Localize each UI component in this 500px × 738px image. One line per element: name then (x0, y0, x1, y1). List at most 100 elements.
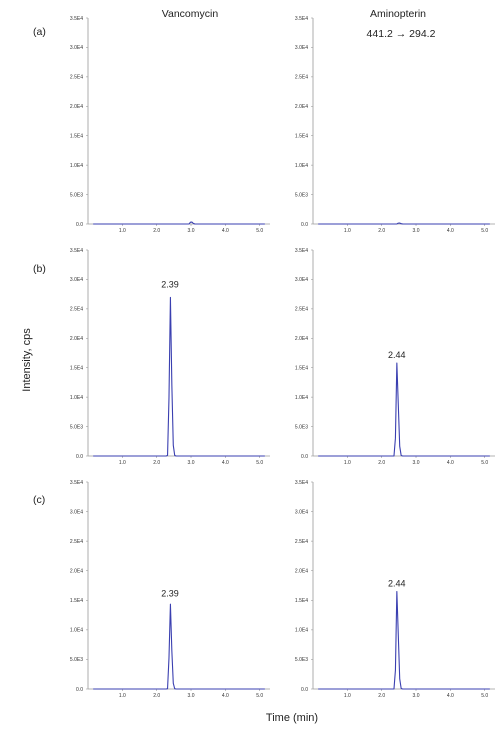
trace-line (318, 362, 490, 457)
y-tick-label: 0.0 (301, 222, 308, 228)
y-tick-label: 0.0 (301, 454, 308, 460)
trace-line (93, 221, 265, 225)
row-label-a: (a) (33, 26, 46, 38)
x-tick-label: 2.0 (153, 228, 160, 234)
panel-c-aminopterin: 0.0 5.0E3 1.0E4 1.5E4 2.0E4 2.5E4 3.0E4 3.5E4 1.… (295, 480, 495, 699)
column-title-aminopterin: Aminopterin (370, 8, 426, 20)
y-tick-label: 1.5E4 (295, 134, 308, 140)
x-tick-label: 2.0 (378, 693, 385, 699)
x-tick-label: 3.0 (188, 693, 195, 699)
x-tick-label: 4.0 (222, 228, 229, 234)
peak-label: 2.39 (161, 588, 179, 598)
peak-label: 2.44 (388, 578, 406, 588)
row-label-c: (c) (33, 494, 45, 506)
y-tick-label: 2.5E4 (70, 539, 83, 545)
x-tick-label: 1.0 (344, 228, 351, 234)
y-tick-label: 3.5E4 (295, 480, 308, 486)
y-tick-label: 1.5E4 (70, 598, 83, 604)
y-tick-label: 1.0E4 (70, 395, 83, 401)
y-tick-label: 2.5E4 (295, 307, 308, 313)
y-tick-label: 3.5E4 (70, 16, 83, 22)
y-tick-label: 5.0E3 (295, 192, 308, 198)
y-tick-label: 2.5E4 (70, 307, 83, 313)
x-tick-label: 5.0 (481, 693, 488, 699)
x-tick-label: 1.0 (119, 460, 126, 466)
y-tick-label: 1.0E4 (70, 163, 83, 169)
y-tick-label: 3.5E4 (70, 248, 83, 254)
y-tick-label: 0.0 (76, 687, 83, 693)
y-tick-label: 0.0 (76, 454, 83, 460)
y-tick-label: 5.0E3 (295, 424, 308, 430)
y-tick-label: 3.5E4 (295, 248, 308, 254)
x-tick-label: 5.0 (256, 228, 263, 234)
y-tick-label: 1.0E4 (295, 395, 308, 401)
x-tick-label: 5.0 (481, 460, 488, 466)
y-tick-label: 1.5E4 (295, 366, 308, 372)
x-tick-label: 3.0 (188, 460, 195, 466)
trace-line (93, 603, 265, 690)
x-tick-label: 3.0 (413, 693, 420, 699)
y-tick-label: 2.0E4 (70, 336, 83, 342)
y-tick-label: 2.5E4 (295, 539, 308, 545)
y-tick-label: 2.0E4 (295, 336, 308, 342)
y-tick-label: 5.0E3 (70, 424, 83, 430)
x-tick-label: 4.0 (447, 460, 454, 466)
y-tick-label: 5.0E3 (295, 657, 308, 663)
panel-c-vancomycin: 0.0 5.0E3 1.0E4 1.5E4 2.0E4 2.5E4 3.0E4 3.5E4 1.… (70, 480, 270, 699)
y-tick-label: 3.5E4 (70, 480, 83, 486)
x-tick-label: 5.0 (481, 228, 488, 234)
y-tick-label: 3.0E4 (70, 509, 83, 515)
panels: 0.0 5.0E3 1.0E4 1.5E4 2.0E4 2.5E4 3.0E4 3.5E4 1.… (70, 16, 495, 699)
x-tick-label: 1.0 (119, 228, 126, 234)
panel-a-vancomycin: 0.0 5.0E3 1.0E4 1.5E4 2.0E4 2.5E4 3.0E4 3.5E4 1.… (70, 16, 270, 234)
x-tick-label: 4.0 (222, 693, 229, 699)
peak-label: 2.39 (161, 279, 179, 289)
panel-b-aminopterin: 0.0 5.0E3 1.0E4 1.5E4 2.0E4 2.5E4 3.0E4 3.5E4 1.… (295, 248, 495, 466)
x-tick-label: 4.0 (447, 693, 454, 699)
y-tick-label: 3.0E4 (295, 509, 308, 515)
x-tick-label: 2.0 (378, 228, 385, 234)
y-axis-title: Intensity, cps (21, 328, 33, 392)
y-tick-label: 0.0 (76, 222, 83, 228)
x-tick-label: 1.0 (344, 693, 351, 699)
y-tick-label: 3.0E4 (295, 277, 308, 283)
row-label-b: (b) (33, 263, 46, 275)
y-tick-label: 1.5E4 (295, 598, 308, 604)
y-tick-label: 3.0E4 (295, 45, 308, 51)
y-tick-label: 1.5E4 (70, 366, 83, 372)
trace-line (93, 296, 265, 457)
y-tick-label: 5.0E3 (70, 192, 83, 198)
y-tick-label: 2.0E4 (70, 569, 83, 575)
peak-label: 2.44 (388, 350, 406, 360)
y-tick-label: 3.0E4 (70, 45, 83, 51)
y-tick-label: 1.0E4 (295, 628, 308, 634)
trace-line (318, 222, 490, 225)
x-tick-label: 3.0 (413, 460, 420, 466)
panel-a-aminopterin: 0.0 5.0E3 1.0E4 1.5E4 2.0E4 2.5E4 3.0E4 3.5E4 1.… (295, 16, 495, 234)
x-tick-label: 2.0 (378, 460, 385, 466)
y-tick-label: 0.0 (301, 687, 308, 693)
transition-label: 441.2 → 294.2 (367, 28, 436, 40)
x-tick-label: 4.0 (447, 228, 454, 234)
x-tick-label: 3.0 (188, 228, 195, 234)
y-tick-label: 5.0E3 (70, 657, 83, 663)
panel-b-vancomycin: 0.0 5.0E3 1.0E4 1.5E4 2.0E4 2.5E4 3.0E4 3.5E4 1.… (70, 248, 270, 466)
y-tick-label: 2.0E4 (70, 104, 83, 110)
x-tick-label: 3.0 (413, 228, 420, 234)
x-axis-title: Time (min) (266, 712, 318, 724)
y-tick-label: 2.5E4 (295, 75, 308, 81)
x-tick-label: 2.0 (153, 460, 160, 466)
x-tick-label: 5.0 (256, 460, 263, 466)
x-tick-label: 1.0 (119, 693, 126, 699)
x-tick-label: 4.0 (222, 460, 229, 466)
column-title-vancomycin: Vancomycin (162, 8, 219, 20)
y-tick-label: 3.0E4 (70, 277, 83, 283)
y-tick-label: 2.5E4 (70, 75, 83, 81)
y-tick-label: 2.0E4 (295, 104, 308, 110)
x-tick-label: 2.0 (153, 693, 160, 699)
y-tick-label: 1.5E4 (70, 134, 83, 140)
y-tick-label: 3.5E4 (295, 16, 308, 22)
x-tick-label: 1.0 (344, 460, 351, 466)
